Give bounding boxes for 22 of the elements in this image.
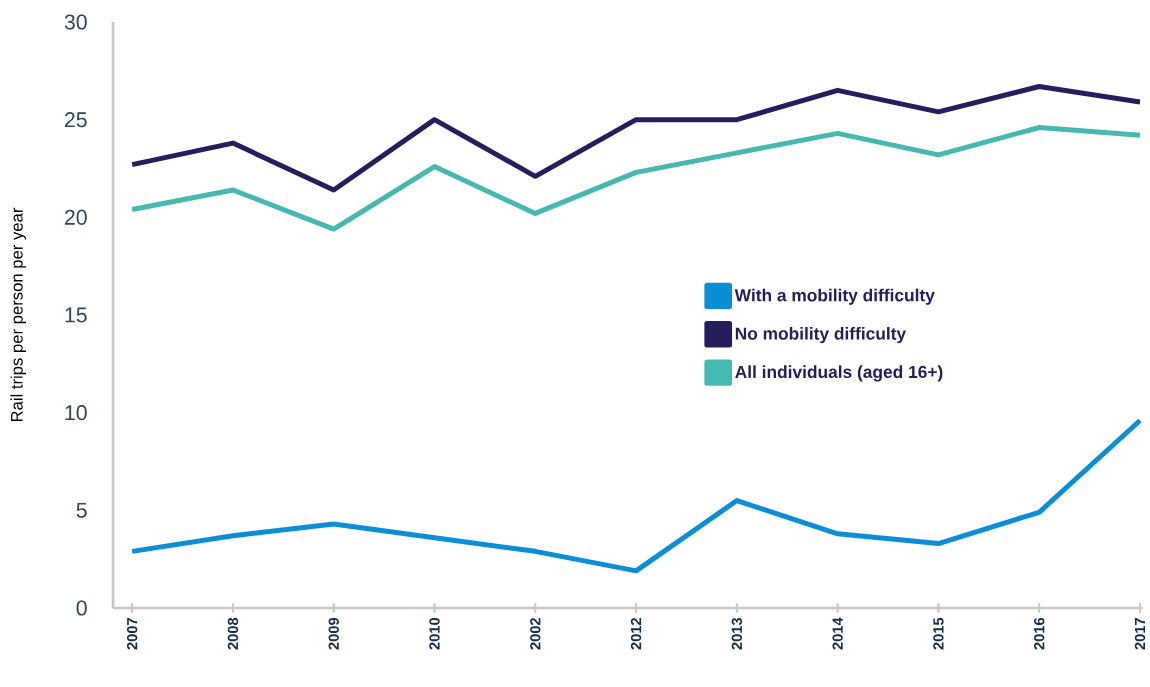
x-tick-label: 2007: [126, 618, 138, 650]
legend-label: No mobility difficulty: [735, 326, 907, 344]
y-tick-label: 15: [65, 307, 87, 323]
y-axis-title: Rail trips per person per year: [10, 207, 27, 422]
x-tick-label: 2012: [630, 617, 642, 650]
x-tick-label: 2017: [1134, 618, 1146, 650]
y-tick-label: 10: [65, 405, 87, 421]
legend-label: All individuals (aged 16+): [735, 365, 943, 382]
x-tick-label: 2008: [227, 617, 239, 650]
x-tick-label: 2014: [832, 617, 843, 650]
y-tick-label: 5: [76, 502, 87, 518]
x-tick-label: 2013: [731, 617, 743, 650]
y-tick-label: 25: [64, 112, 87, 128]
x-tick-label: 2016: [1034, 617, 1045, 650]
x-tick-label: 2010: [429, 617, 440, 650]
y-tick-label: 30: [64, 14, 87, 30]
x-tick-label: 2002: [530, 617, 541, 650]
y-tick-label: 0: [76, 600, 87, 616]
y-tick-label: 20: [64, 209, 87, 225]
x-tick-label: 2015: [933, 617, 944, 650]
legend-label: With a mobility difficulty: [734, 288, 935, 305]
x-tick-label: 2009: [328, 617, 339, 650]
